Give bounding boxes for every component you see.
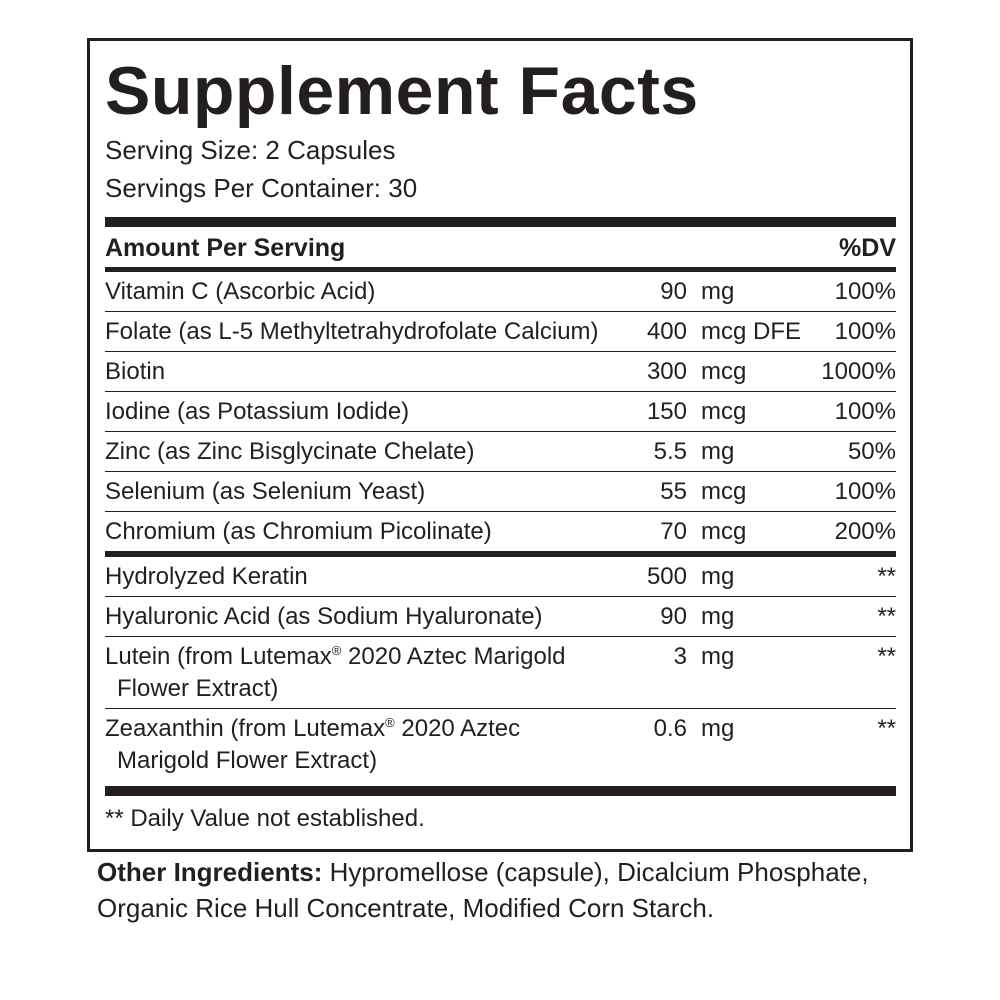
amount: 55	[660, 478, 687, 505]
name-part: Lutein (from Lutemax	[105, 643, 332, 670]
nutrient-name: Vitamin C (Ascorbic Acid)	[105, 278, 376, 305]
vitamins-list: Vitamin C (Ascorbic Acid) 90 mg 100% Folate …	[105, 272, 896, 551]
divider-thick	[105, 786, 896, 796]
table-row: Biotin 300 mcg 1000%	[105, 352, 896, 392]
daily-value: 100%	[834, 278, 896, 305]
amount: 90	[660, 603, 687, 630]
table-row: Chromium (as Chromium Picolinate) 70 mcg 20…	[105, 512, 896, 551]
nutrient-name: Folate (as L-5 Methyltetrahydrofolate Ca…	[105, 318, 599, 345]
table-row: Vitamin C (Ascorbic Acid) 90 mg 100%	[105, 272, 896, 312]
unit: mg	[701, 643, 735, 670]
other-ingredients-label: Other Ingredients:	[97, 857, 323, 887]
daily-value: 1000%	[821, 358, 896, 385]
name-part: Zeaxanthin (from Lutemax	[105, 715, 386, 742]
dv-heading: %DV	[839, 234, 896, 262]
panel-title: Supplement Facts	[105, 53, 699, 129]
nutrient-name: Hyaluronic Acid (as Sodium Hyaluronate)	[105, 603, 543, 630]
nutrient-name: Biotin	[105, 358, 166, 385]
registered-mark: ®	[385, 715, 395, 730]
nutrient-name: Zeaxanthin (from Lutemax® 2020 Aztec Mari…	[105, 713, 635, 777]
amount: 0.6	[653, 715, 687, 742]
table-row: Iodine (as Potassium Iodide) 150 mcg 100%	[105, 392, 896, 432]
nutrient-name: Zinc (as Zinc Bisglycinate Chelate)	[105, 438, 475, 465]
daily-value: **	[877, 643, 896, 670]
unit: mg	[701, 438, 735, 465]
unit: mcg	[701, 478, 747, 505]
daily-value: **	[877, 563, 896, 590]
unit: mg	[701, 278, 735, 305]
amount: 5.5	[653, 438, 687, 465]
divider-thick	[105, 217, 896, 227]
nutrient-name: Chromium (as Chromium Picolinate)	[105, 518, 492, 545]
name-part: 2020 Aztec	[394, 715, 521, 742]
other-nutrients-list: Hydrolyzed Keratin 500 mg ** Hyaluronic Acid…	[105, 557, 896, 780]
daily-value: 50%	[847, 438, 896, 465]
unit: mcg	[701, 398, 747, 425]
table-row: Selenium (as Selenium Yeast) 55 mcg 100%	[105, 472, 896, 512]
unit: mcg DFE	[701, 318, 802, 345]
name-continuation: Marigold Flower Extract)	[117, 747, 378, 774]
daily-value: 100%	[834, 318, 896, 345]
divider-medium	[105, 267, 896, 272]
table-row: Lutein (from Lutemax® 2020 Aztec Marigol…	[105, 637, 896, 709]
amount-per-serving-heading: Amount Per Serving	[105, 234, 346, 262]
servings-per-container: Servings Per Container: 30	[105, 173, 418, 203]
amount: 300	[646, 358, 687, 385]
serving-size: Serving Size: 2 Capsules	[105, 135, 396, 165]
daily-value: 100%	[834, 478, 896, 505]
nutrient-name: Lutein (from Lutemax® 2020 Aztec Marigol…	[105, 641, 635, 705]
table-row: Zinc (as Zinc Bisglycinate Chelate) 5.5 mg…	[105, 432, 896, 472]
nutrient-name: Iodine (as Potassium Iodide)	[105, 398, 410, 425]
name-part: 2020 Aztec Marigold	[341, 643, 566, 670]
other-ingredients-text: Hypromellose (capsule), Dicalcium Phosph…	[97, 857, 869, 923]
table-row: Hydrolyzed Keratin 500 mg **	[105, 557, 896, 597]
amount: 150	[646, 398, 687, 425]
table-row: Hyaluronic Acid (as Sodium Hyaluronate) 9…	[105, 597, 896, 637]
unit: mg	[701, 715, 735, 742]
registered-mark: ®	[331, 643, 342, 658]
nutrient-name: Hydrolyzed Keratin	[105, 563, 308, 590]
amount: 400	[646, 318, 687, 345]
nutrient-name: Selenium (as Selenium Yeast)	[105, 478, 426, 505]
daily-value: **	[877, 603, 896, 630]
unit: mcg	[701, 518, 747, 545]
amount: 3	[673, 643, 687, 670]
footnote: ** Daily Value not established.	[105, 805, 425, 832]
unit: mg	[701, 603, 735, 630]
amount: 500	[646, 563, 687, 590]
table-header: Amount Per Serving %DV	[105, 227, 896, 267]
table-row: Zeaxanthin (from Lutemax® 2020 Aztec Mari…	[105, 709, 896, 780]
amount: 70	[660, 518, 687, 545]
unit: mcg	[701, 358, 747, 385]
other-ingredients: Other Ingredients: Hypromellose (capsule…	[97, 854, 877, 926]
unit: mg	[701, 563, 735, 590]
table-row: Folate (as L-5 Methyltetrahydrofolate Ca…	[105, 312, 896, 352]
divider-medium	[105, 551, 896, 557]
amount: 90	[660, 278, 687, 305]
daily-value: 100%	[834, 398, 896, 425]
supplement-facts-panel: Supplement Facts Serving Size: 2 Capsule…	[87, 38, 913, 852]
name-continuation: Flower Extract)	[117, 675, 279, 702]
daily-value: **	[877, 715, 896, 742]
daily-value: 200%	[834, 518, 896, 545]
